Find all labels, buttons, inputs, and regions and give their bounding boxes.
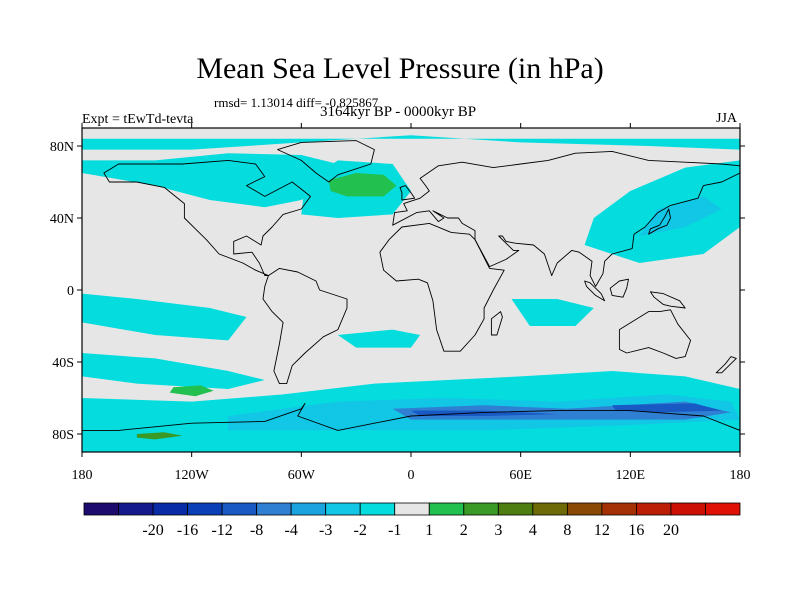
- coastline-antarctica: [82, 402, 740, 452]
- lon-tick-label: 60W: [288, 468, 316, 483]
- colorbar-label: 8: [563, 522, 571, 539]
- lon-tick-label: 120W: [175, 468, 210, 483]
- colorbar-swatch: [636, 502, 672, 516]
- lon-tick-label: 180: [72, 468, 93, 483]
- colorbar-swatch: [290, 502, 327, 516]
- colorbar-swatch: [325, 502, 361, 516]
- colorbar-label: -16: [177, 522, 198, 539]
- colorbar-swatch: [705, 502, 741, 516]
- coastline-uk: [399, 185, 416, 201]
- coastline-north-america: [103, 159, 311, 277]
- anomaly-southern-ocean-core-east: [612, 403, 722, 413]
- lon-tick-label: 0: [408, 468, 415, 483]
- colorbar-label: -2: [354, 522, 367, 539]
- anomaly-north-atlantic-positive: [328, 173, 397, 197]
- colorbar-swatch: [463, 502, 499, 516]
- colorbar-swatch: [428, 502, 465, 516]
- colorbar-swatch: [566, 502, 603, 516]
- coastline-africa: [379, 222, 505, 352]
- colorbar-label: 20: [663, 522, 679, 539]
- colorbar-label: -1: [388, 522, 401, 539]
- anomaly-indian-ocean-patch: [511, 299, 594, 326]
- anomaly-south-pacific-positive: [169, 385, 214, 397]
- coastline-eurasia: [392, 150, 740, 287]
- colorbar-swatch: [118, 502, 154, 516]
- anomaly-arctic-strip: [82, 135, 740, 150]
- anomaly-south-atlantic-patch: [337, 329, 421, 348]
- rmsd-diff-stats: rmsd= 1.13014 diff= -0.825867: [214, 95, 379, 110]
- coastline-south-america: [262, 267, 348, 385]
- colorbar-label: 1: [425, 522, 433, 539]
- lon-tick-label: 180: [730, 468, 751, 483]
- anomaly-equatorial-east-pacific: [82, 293, 247, 341]
- coastline-sumatra: [584, 280, 606, 302]
- colorbar-label: 12: [594, 522, 610, 539]
- colorbar-label: 3: [494, 522, 502, 539]
- experiment-label: Expt = tEwTd-tevta: [82, 112, 194, 127]
- colorbar-label: -20: [142, 522, 163, 539]
- coastline-madagascar: [490, 311, 503, 336]
- colorbar-label: -12: [211, 522, 232, 539]
- colorbar-label: 4: [529, 522, 537, 539]
- colorbar-swatch: [359, 502, 396, 516]
- colorbar-swatch: [670, 502, 706, 516]
- coastline-australia: [618, 309, 692, 359]
- lat-tick-label: 40S: [52, 356, 74, 371]
- lon-tick-label: 120E: [616, 468, 646, 483]
- anomaly-south-pacific-band: [82, 353, 265, 389]
- map-title: Mean Sea Level Pressure (in hPa): [196, 52, 604, 85]
- colorbar-label: -8: [250, 522, 263, 539]
- colorbar-swatch: [394, 502, 430, 516]
- lat-tick-label: 40N: [50, 212, 74, 227]
- anomaly-west-pacific-core: [639, 196, 722, 236]
- coastline-new-zealand: [715, 356, 737, 374]
- colorbar-swatch: [256, 502, 292, 516]
- lat-tick-label: 80S: [52, 428, 74, 443]
- map-field: [82, 128, 740, 452]
- season-label: JJA: [716, 111, 738, 126]
- anomaly-north-pacific-band: [82, 153, 338, 208]
- colorbar-label: 16: [628, 522, 644, 539]
- coastline-greenland: [277, 140, 375, 183]
- lat-tick-label: 0: [67, 284, 74, 299]
- colorbar-swatch: [152, 502, 188, 516]
- colorbar-swatch: [187, 502, 223, 516]
- coastline-japan: [648, 208, 671, 235]
- colorbar-swatch: [83, 502, 119, 516]
- colorbar-swatch: [497, 502, 534, 516]
- lat-tick-label: 80N: [50, 140, 74, 155]
- colorbar-label: -3: [319, 522, 332, 539]
- colorbar-label: 2: [460, 522, 468, 539]
- colorbar-label: -4: [284, 522, 297, 539]
- coastline-borneo: [609, 278, 629, 298]
- lon-tick-label: 60E: [509, 468, 532, 483]
- coastline-new-guinea: [649, 291, 686, 309]
- colorbar-swatch: [532, 502, 568, 516]
- anomaly-antarctic-positive: [136, 432, 183, 440]
- period-label: 3164kyr BP - 0000kyr BP: [320, 104, 477, 120]
- colorbar-swatch: [601, 502, 637, 516]
- colorbar-swatch: [221, 502, 258, 516]
